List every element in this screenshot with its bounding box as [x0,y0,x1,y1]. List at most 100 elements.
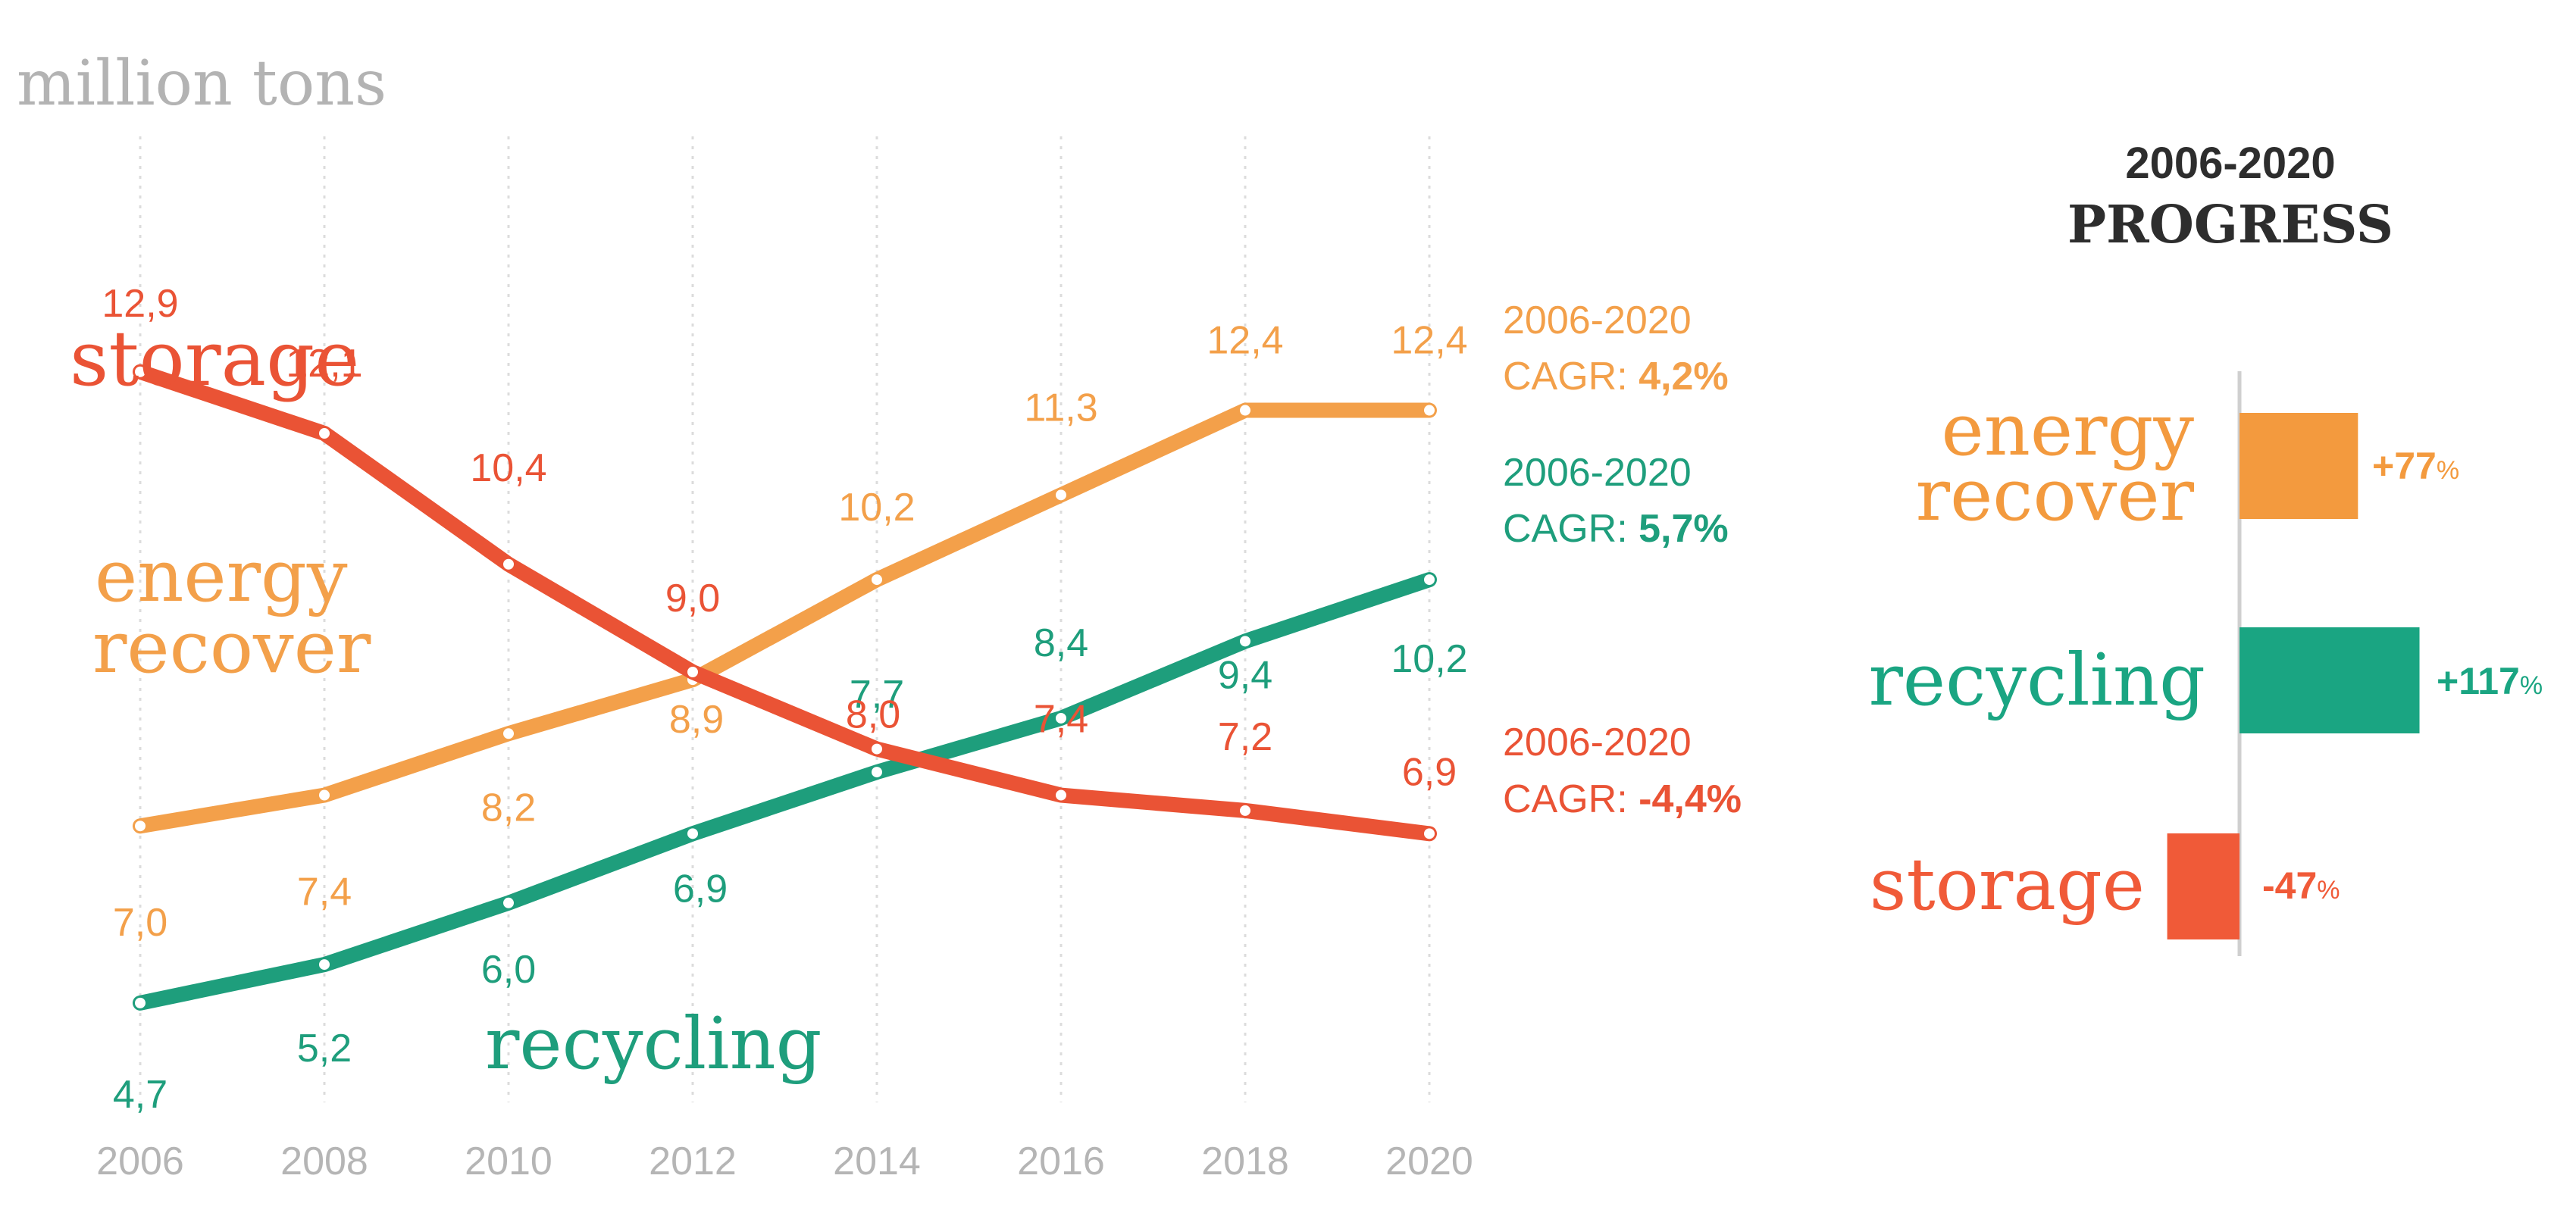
x-tick-2008: 2008 [280,1139,368,1183]
x-axis-ticks: 2006 2008 2010 2012 2014 2016 2018 2020 [96,1139,1473,1183]
recycling-point-2016 [1056,712,1066,724]
energy-point-2010 [503,728,514,739]
storage-point-2010 [503,558,514,570]
storage-series-label: storage [70,314,359,403]
progress-value-storage-unit: % [2317,876,2340,905]
progress-label-recycling: recycling [1869,639,2205,722]
x-tick-2016: 2016 [1017,1139,1105,1183]
energy-value-label-2016: 11,3 [1024,386,1097,430]
storage-series-line [133,364,1437,842]
storage-point-2014 [872,743,882,755]
progress-title-line2: PROGRESS [2067,195,2393,255]
recycling-value-label-2018: 9,4 [1218,653,1272,697]
storage-point-2016 [1056,789,1066,801]
recycling-value-label-2012: 6,9 [673,867,728,911]
energy-value-label-2008: 7,4 [297,871,352,914]
progress-value-energy-number: +77 [2372,445,2437,487]
progress-value-energy-unit: % [2437,456,2459,485]
energy-value-label-2018: 12,4 [1207,319,1283,363]
energy-cagr-period: 2006-2020 [1503,299,1692,342]
line-chart: million tons 2006 2008 2010 2012 2014 2016 201… [17,48,1742,1183]
progress-value-recycling: +117% [2437,660,2543,702]
recycling-point-2008 [319,959,330,971]
recycling-value-label-2016: 8,4 [1034,621,1088,665]
storage-value-label-2018: 7,2 [1218,715,1272,759]
recycling-point-2018 [1240,636,1250,647]
recycling-value-label-2010: 6,0 [481,948,536,992]
recycling-point-2010 [503,897,514,908]
recycling-point-2020 [1424,574,1435,586]
x-tick-2020: 2020 [1385,1139,1473,1183]
energy-series-label-line2: recover [92,606,371,689]
progress-bars [2167,413,2420,939]
x-tick-2012: 2012 [649,1139,737,1183]
storage-value-label-2008: 12,1 [286,342,362,386]
energy-cagr-text: CAGR: 4,2% [1503,355,1729,399]
recycling-point-2012 [687,828,698,839]
grid [139,136,1431,1102]
energy-series-line [133,402,1437,834]
y-axis-unit-label: million tons [17,48,387,120]
recycling-cagr-period: 2006-2020 [1503,451,1692,495]
progress-label-energy-line1: energy [1941,389,2194,472]
storage-cagr-period: 2006-2020 [1503,721,1692,764]
recycling-value-label-2006: 4,7 [113,1073,167,1117]
storage-point-2018 [1240,805,1250,816]
progress-label-storage: storage [1870,843,2145,927]
progress-bar-chart: 2006-2020 PROGRESS energy recover recycl… [1869,139,2543,956]
progress-bar-energy-recover [2240,413,2358,519]
storage-cagr-value: -4,4% [1639,777,1742,821]
recycling-value-label-2014: 7,7 [850,673,904,717]
progress-value-recycling-unit: % [2520,671,2543,700]
value-labels-layer: 7,0 7,4 8,2 8,9 10,2 11,3 12,4 12,4 4,7 5,2 6,0 6,9… [102,282,1467,1117]
storage-value-label-2016: 7,4 [1034,698,1088,742]
storage-point-2012 [687,667,698,677]
energy-value-label-2010: 8,2 [481,786,536,830]
energy-value-label-2020: 12,4 [1391,319,1467,363]
storage-value-label-2014: 8,0 [846,693,900,737]
storage-point-2006 [135,366,146,377]
energy-point-2006 [135,821,146,832]
x-tick-2006: 2006 [96,1139,184,1183]
progress-value-energy: +77% [2372,445,2459,487]
storage-value-label-2012: 9,0 [665,577,720,621]
storage-value-label-2020: 6,9 [1402,750,1457,794]
recycling-value-label-2020: 10,2 [1391,637,1467,681]
energy-value-label-2012: 8,9 [669,698,724,742]
recycling-series-label: recycling [485,1002,822,1086]
storage-point-2008 [319,428,330,439]
progress-title-line1: 2006-2020 [2125,139,2335,188]
energy-point-2018 [1240,405,1250,416]
energy-point-2008 [319,789,330,801]
energy-point-2016 [1056,489,1066,501]
storage-cagr-prefix: CAGR: [1503,777,1639,821]
x-tick-2010: 2010 [465,1139,552,1183]
storage-point-2020 [1424,828,1435,839]
x-tick-2018: 2018 [1201,1139,1289,1183]
progress-value-storage-number: -47 [2262,864,2317,907]
energy-value-label-2014: 10,2 [838,486,915,530]
energy-point-2020 [1424,405,1435,416]
storage-value-label-2006: 12,9 [102,282,178,326]
recycling-cagr-prefix: CAGR: [1503,507,1639,551]
energy-value-label-2006: 7,0 [113,901,167,945]
progress-label-energy-line2: recover [1916,454,2195,537]
series-layer [133,364,1437,1011]
energy-series-label-line1: energy [95,535,348,618]
recycling-point-2006 [135,997,146,1008]
storage-cagr-text: CAGR: -4,4% [1503,777,1742,821]
progress-value-storage: -47% [2262,864,2340,907]
recycling-series-line [133,572,1437,1011]
progress-value-recycling-number: +117 [2437,660,2520,702]
recycling-cagr-text: CAGR: 5,7% [1503,507,1729,551]
progress-bar-recycling [2240,627,2420,733]
recycling-cagr-value: 5,7% [1639,507,1729,551]
x-tick-2014: 2014 [833,1139,921,1183]
energy-point-2014 [872,574,882,586]
recycling-value-label-2008: 5,2 [297,1027,352,1071]
energy-cagr-value: 4,2% [1639,355,1729,399]
progress-bar-storage [2167,833,2240,939]
energy-cagr-prefix: CAGR: [1503,355,1639,399]
storage-value-label-2010: 10,4 [470,446,546,490]
